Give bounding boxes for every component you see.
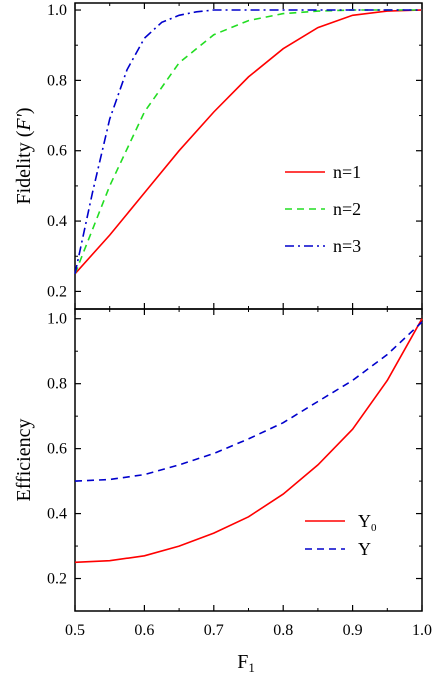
bottom-y-tick-label: 0.8 [47,376,67,393]
bottom-legend-label-1: Y0 [358,511,377,534]
top-legend-label-1: n=1 [333,162,361,182]
top-legend-label-3: n=3 [333,236,361,256]
bottom-panel-frame [74,308,423,612]
top-y-tick-label: 0.8 [47,72,67,89]
top-y-tick-label: 1.0 [47,2,67,19]
top-panel-frame [74,2,423,310]
bottom-legend-label-2: Y [358,539,371,559]
bottom-legend: Y0 Y [305,511,377,559]
bottom-axis-ticks: 0.5 0.6 0.7 0.8 0.9 1.0 0.2 0.4 0.6 0.8 1.0 [47,309,432,639]
bottom-y-axis-label: Efficiency [13,419,35,502]
x-tick-label: 1.0 [412,622,432,639]
bottom-y-tick-label: 1.0 [47,311,67,328]
top-axis-ticks: 0.2 0.4 0.6 0.8 1.0 [47,2,423,309]
top-y-tick-label: 0.4 [47,213,67,230]
bottom-y-tick-label: 0.4 [47,506,67,523]
top-series-group [74,9,423,275]
top-series-line-1 [74,9,423,275]
top-y-tick-label: 0.6 [47,143,67,160]
bottom-series-line-1 [74,318,423,564]
bottom-y-tick-label: 0.2 [47,571,67,588]
top-series-line-3 [74,9,422,274]
x-axis-label: F1 [237,651,255,675]
top-y-tick-label: 0.2 [47,283,67,300]
top-legend-label-2: n=2 [333,199,361,219]
bottom-series-line-2 [74,321,423,482]
x-tick-label: 0.9 [343,622,363,639]
x-tick-label: 0.5 [65,622,85,639]
top-series-line-2 [74,9,422,275]
x-tick-label: 0.6 [134,622,154,639]
bottom-series-group [74,318,423,564]
top-y-axis-label: Fidelity (F') [13,107,35,204]
x-tick-label: 0.7 [204,622,224,639]
top-legend: n=1 n=2 n=3 [285,162,361,256]
x-tick-label: 0.8 [273,622,293,639]
bottom-y-tick-label: 0.6 [47,441,67,458]
